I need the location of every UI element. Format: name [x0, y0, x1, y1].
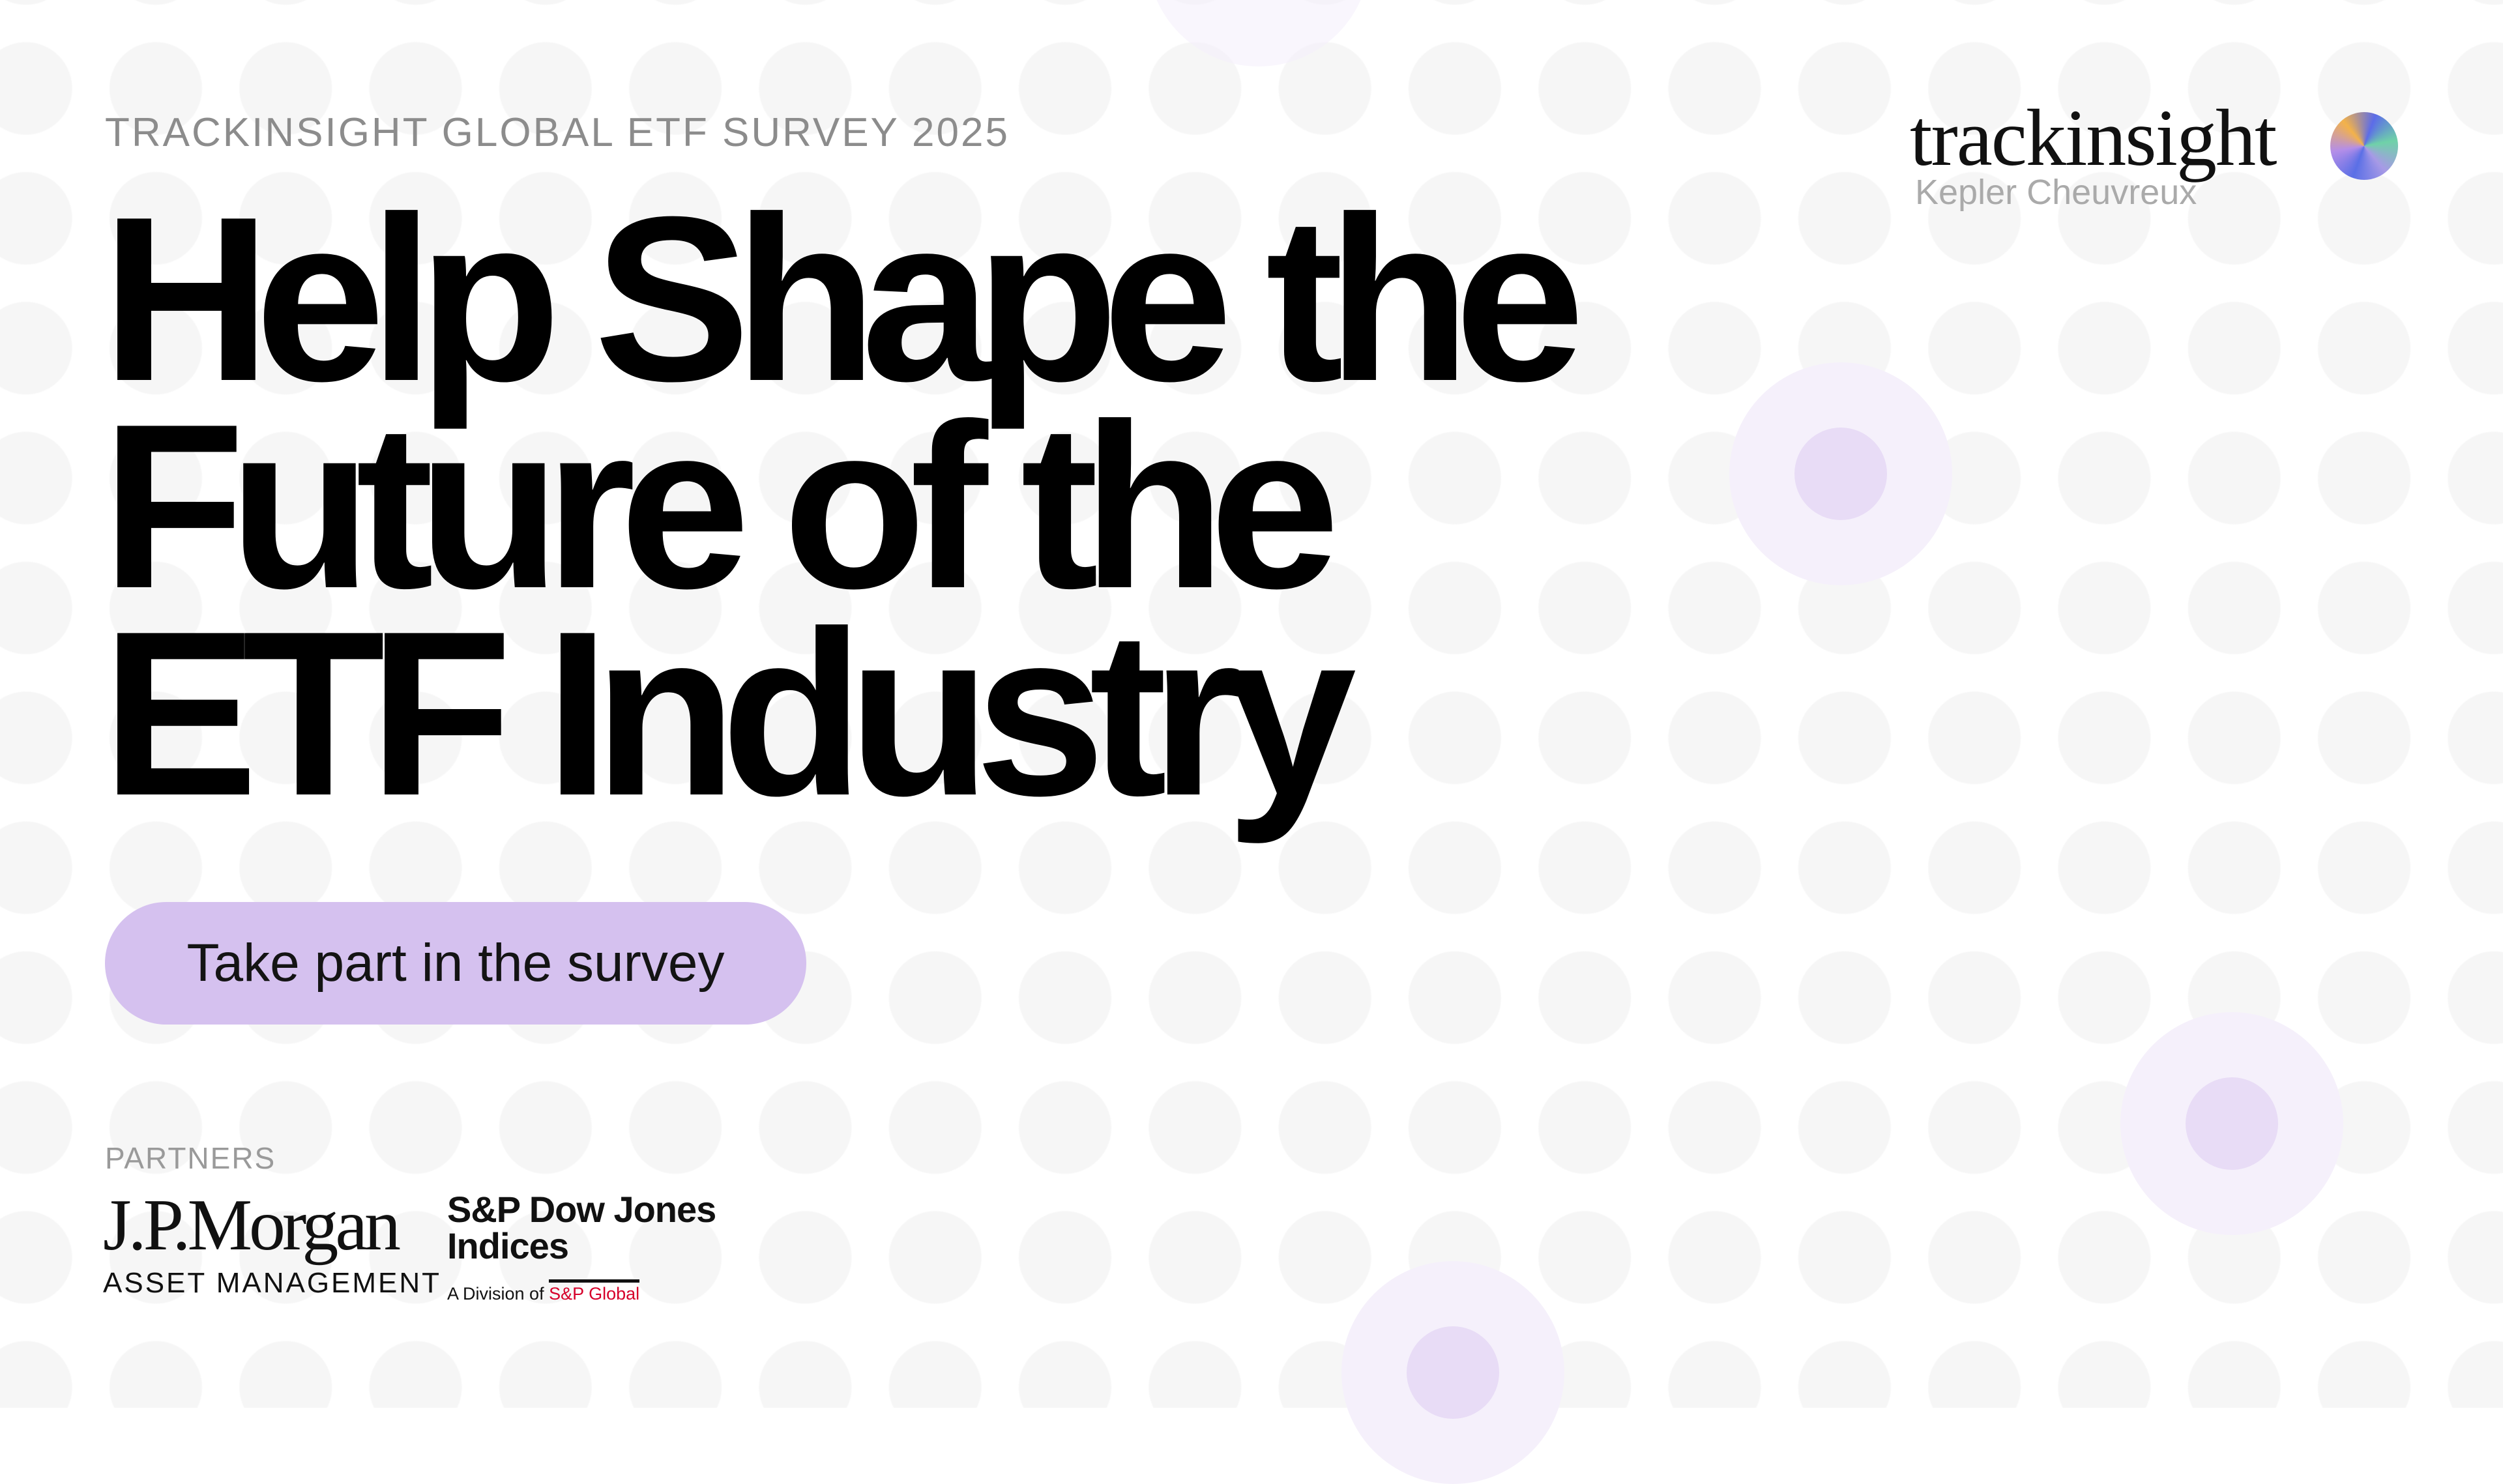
take-survey-button[interactable]: Take part in the survey: [105, 902, 806, 1025]
logo-subtitle: Kepler Cheuvreux: [1915, 173, 2197, 212]
spdj-line1: S&P Dow Jones: [447, 1189, 716, 1230]
gradient-orb-icon: [2330, 112, 2398, 180]
jpmorgan-subtitle: ASSET MANAGEMENT: [103, 1267, 442, 1299]
highlight-dot: [1341, 1261, 1564, 1484]
partners-label: PARTNERS: [105, 1141, 276, 1175]
headline: Help Shape the Future of the ETF Industr…: [102, 168, 1585, 845]
survey-eyebrow: TRACKINSIGHT GLOBAL ETF SURVEY 2025: [105, 110, 1010, 155]
highlight-dot: [1729, 362, 1952, 585]
headline-line: Future of the: [102, 375, 1340, 637]
sp-dow-jones-logo[interactable]: S&P Dow Jones Indices A Division of S&P …: [447, 1191, 716, 1304]
jpmorgan-name: J.P.Morgan: [103, 1185, 401, 1266]
headline-line: ETF Industry: [102, 583, 1356, 845]
logo-wordmark: trackinsight: [1910, 93, 2277, 182]
spdj-division: A Division of S&P Global: [447, 1279, 716, 1304]
trackinsight-logo[interactable]: trackinsight Kepler Cheuvreux: [1910, 93, 2277, 212]
dot-pattern-background: [0, 0, 2503, 1408]
spdj-line2: Indices: [447, 1225, 569, 1266]
jpmorgan-logo[interactable]: J.P.Morgan ASSET MANAGEMENT: [103, 1186, 441, 1300]
headline-line: Help Shape the: [102, 168, 1585, 430]
highlight-dot: [2120, 1012, 2343, 1235]
spdj-name: S&P Dow Jones Indices: [447, 1191, 716, 1264]
sp-global-text: S&P Global: [549, 1279, 640, 1303]
spdj-division-text: A Division of: [447, 1284, 544, 1303]
